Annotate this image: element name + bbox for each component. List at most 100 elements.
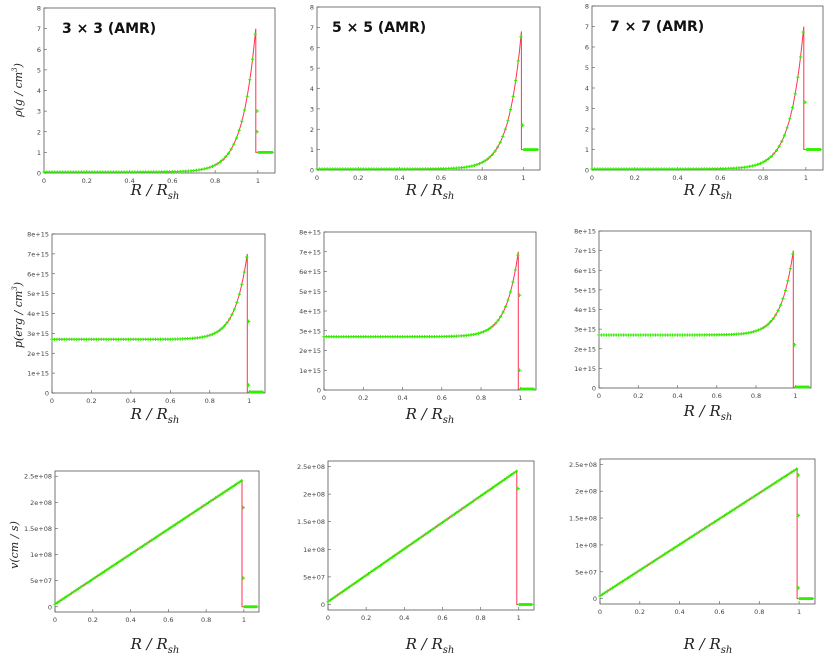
data-point bbox=[166, 527, 170, 531]
y-tick-label: 4e+15 bbox=[574, 306, 596, 314]
data-point bbox=[506, 118, 510, 122]
data-point bbox=[628, 575, 632, 579]
y-tick-label: 7e+15 bbox=[574, 247, 596, 255]
data-point bbox=[202, 504, 206, 508]
x-tick-label: 0.6 bbox=[437, 394, 447, 402]
y-tick-label: 5e+15 bbox=[299, 288, 321, 296]
data-point bbox=[240, 282, 244, 286]
y-tick-label: 5e+07 bbox=[30, 577, 52, 585]
data-point bbox=[221, 157, 225, 162]
data-point bbox=[230, 313, 234, 317]
data-point bbox=[98, 572, 102, 577]
y-axis-label: ρ(g / cm3) bbox=[11, 63, 25, 118]
data-point bbox=[215, 330, 219, 334]
data-point bbox=[388, 557, 392, 561]
data-point bbox=[613, 584, 617, 588]
x-axis-label: R / Rsh bbox=[405, 405, 455, 426]
x-axis-label-main: R / R bbox=[683, 635, 721, 653]
data-point bbox=[770, 483, 774, 487]
data-point bbox=[729, 166, 733, 170]
data-point bbox=[609, 167, 613, 171]
data-point bbox=[781, 296, 785, 301]
y-tick-label: 5e+15 bbox=[574, 286, 596, 294]
data-point bbox=[658, 555, 662, 559]
data-point bbox=[160, 170, 164, 174]
data-point bbox=[503, 305, 508, 309]
data-point bbox=[100, 571, 104, 575]
y-tick-label: 5 bbox=[310, 65, 314, 73]
data-point bbox=[110, 565, 114, 569]
y-tick-label: 0 bbox=[585, 167, 589, 175]
data-point bbox=[715, 518, 719, 523]
y-tick-label: 5 bbox=[585, 64, 589, 72]
data-point bbox=[686, 167, 690, 171]
panel-9: 0 0.2 0.4 0.6 0.8 1 0 5e+07 1e+08 1.5e+08 2e+08 2.5… bbox=[569, 458, 816, 656]
data-point bbox=[241, 505, 245, 510]
data-point bbox=[106, 170, 110, 174]
y-tick-label: 2 bbox=[310, 126, 314, 134]
data-point bbox=[402, 547, 406, 551]
x-tick-label: 0.2 bbox=[633, 392, 643, 400]
panel-5: 0 0.2 0.4 0.6 0.8 1 0 1e+15 2e+15 3e+15 4e+15 5e+15… bbox=[299, 229, 537, 426]
y-tick-label: 8e+15 bbox=[574, 228, 596, 236]
data-point bbox=[737, 504, 741, 508]
data-point bbox=[749, 330, 753, 334]
data-point bbox=[216, 494, 220, 498]
data-point bbox=[170, 170, 174, 174]
series-line bbox=[317, 31, 538, 170]
x-axis-label: R / Rsh bbox=[683, 402, 733, 423]
data-point bbox=[643, 167, 648, 171]
data-point bbox=[436, 524, 440, 528]
data-point bbox=[785, 473, 789, 478]
x-tick-label: 0.4 bbox=[397, 394, 407, 402]
x-axis-label: R / Rsh bbox=[130, 635, 180, 656]
y-tick-label: 7e+15 bbox=[27, 250, 49, 258]
data-point bbox=[135, 170, 140, 174]
data-point bbox=[724, 166, 728, 171]
data-point bbox=[659, 167, 664, 171]
data-point bbox=[777, 478, 781, 482]
data-point bbox=[343, 588, 347, 592]
data-point bbox=[218, 160, 223, 164]
data-point bbox=[755, 493, 759, 497]
data-point bbox=[496, 318, 500, 322]
data-point bbox=[197, 168, 201, 172]
y-tick-label: 0 bbox=[48, 603, 52, 611]
data-point bbox=[131, 550, 135, 555]
x-tick-label: 0.2 bbox=[353, 174, 363, 182]
data-point bbox=[726, 166, 730, 171]
data-point bbox=[221, 491, 225, 495]
x-tick-label: 0.4 bbox=[126, 397, 136, 405]
data-point bbox=[464, 504, 468, 508]
data-point bbox=[234, 136, 239, 140]
y-tick-label: 4 bbox=[37, 87, 41, 95]
x-axis-label-sub: sh bbox=[168, 415, 180, 426]
data-point bbox=[643, 565, 647, 569]
data-point bbox=[119, 558, 123, 563]
data-point bbox=[445, 517, 449, 521]
data-point bbox=[480, 160, 484, 165]
x-tick-label: 1 bbox=[247, 397, 251, 405]
data-point bbox=[485, 157, 489, 161]
x-tick-label: 1 bbox=[256, 177, 260, 185]
data-point bbox=[500, 479, 504, 483]
data-point bbox=[648, 562, 652, 566]
data-point bbox=[786, 279, 790, 283]
data-point bbox=[376, 565, 380, 569]
data-point bbox=[383, 560, 387, 564]
data-point bbox=[440, 520, 445, 525]
x-tick-label: 1 bbox=[521, 174, 525, 182]
x-tick-label: 0.2 bbox=[82, 177, 92, 185]
y-tick-label: 1.5e+08 bbox=[297, 518, 325, 526]
y-tick-label: 6e+15 bbox=[574, 267, 596, 275]
data-point bbox=[638, 568, 642, 572]
data-point bbox=[750, 164, 755, 168]
data-point bbox=[378, 563, 383, 567]
data-point bbox=[796, 75, 800, 79]
data-point bbox=[225, 321, 229, 325]
y-tick-label: 2e+15 bbox=[27, 350, 49, 358]
data-point bbox=[357, 578, 361, 582]
y-tick-label: 1.5e+08 bbox=[569, 515, 597, 523]
data-point bbox=[622, 167, 626, 171]
x-axis-label-main: R / R bbox=[130, 635, 168, 653]
